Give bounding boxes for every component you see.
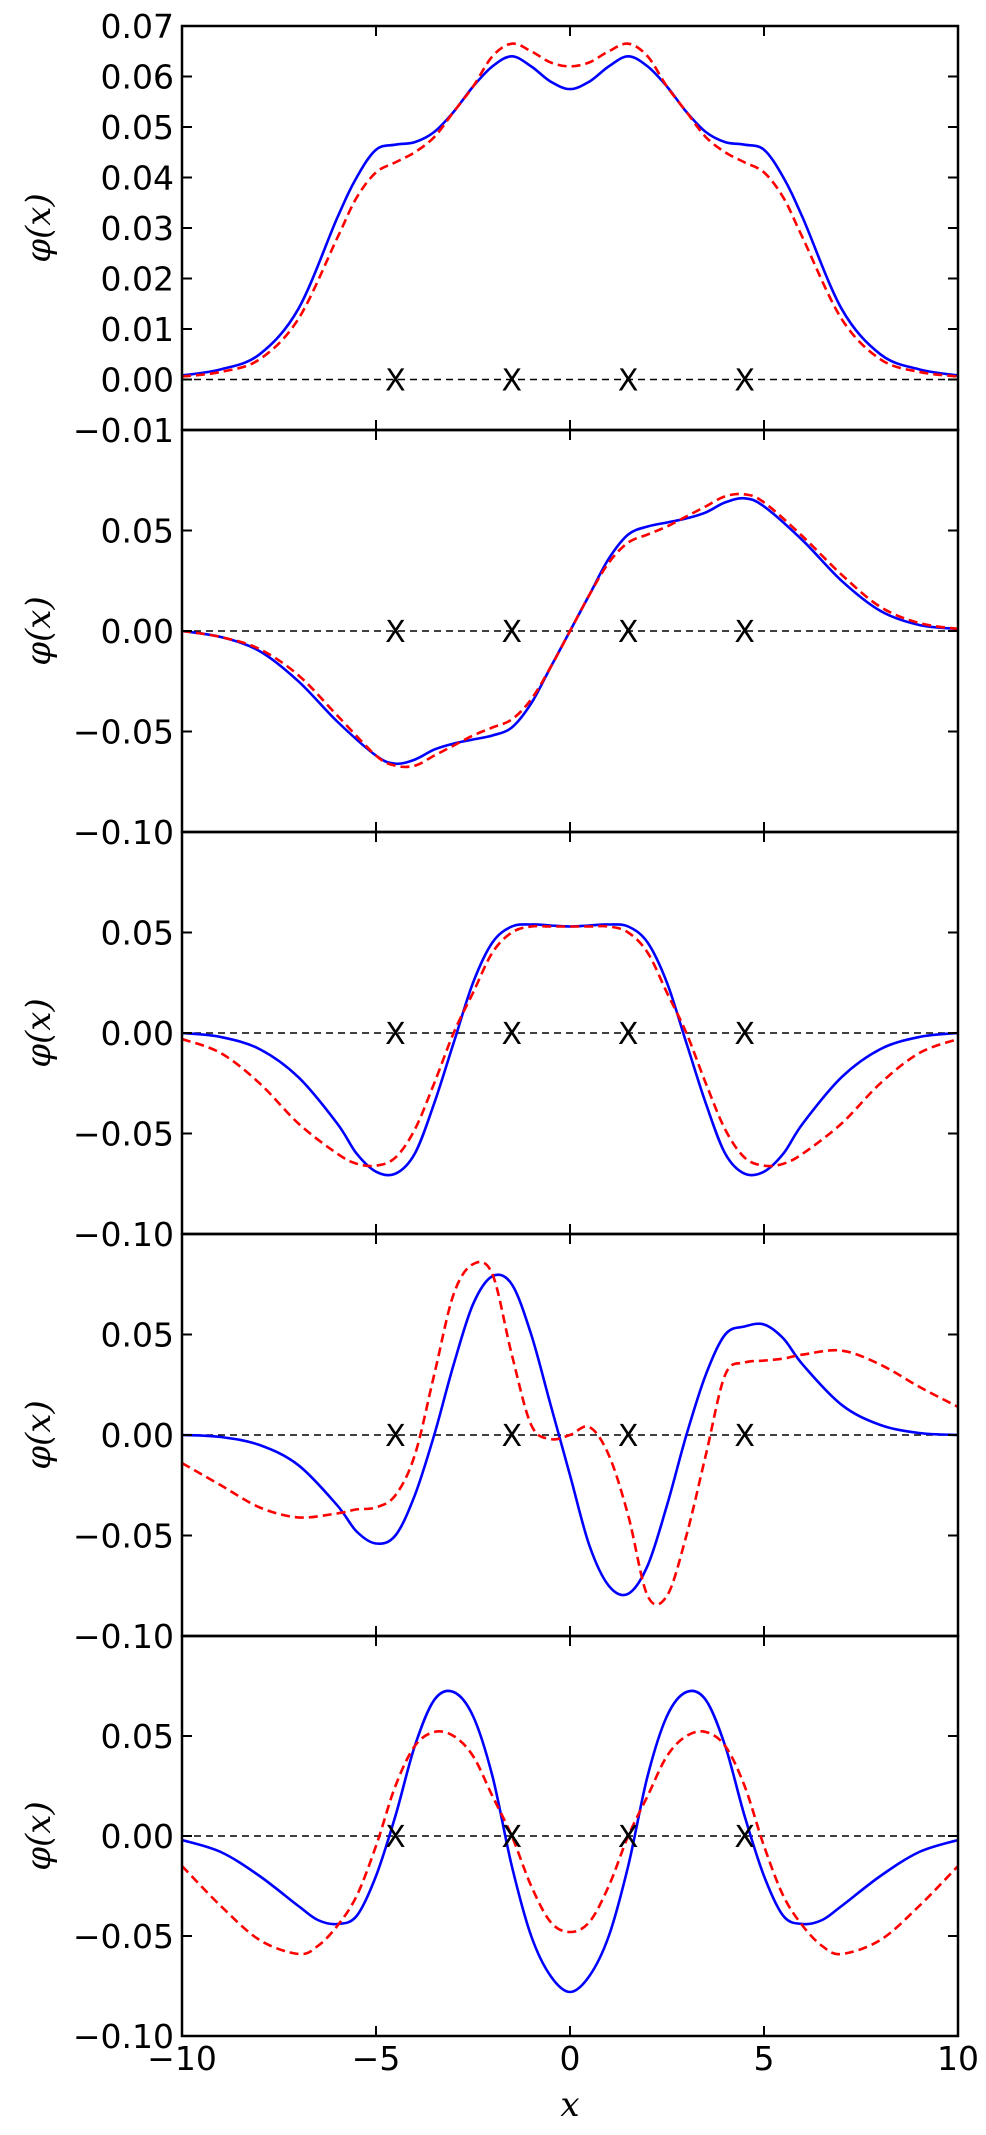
panel-3: X X X X 0.05 0.00 −0.05 −0.10 φ(x) <box>19 830 960 1254</box>
x-marker: X <box>734 364 755 399</box>
y-tick-label: 0.05 <box>101 914 174 953</box>
blue-solid-series <box>181 1689 959 1994</box>
y-tick-label: 0.05 <box>101 1717 174 1756</box>
blue-solid-series <box>181 1273 959 1597</box>
y-tick-label: −0.05 <box>73 713 174 752</box>
y-tick-label: −0.10 <box>73 813 174 852</box>
panel-frame <box>180 24 960 432</box>
x-marker: X <box>734 1419 755 1454</box>
y-tick-label: 0.03 <box>101 209 174 248</box>
y-tick-label: −0.10 <box>73 1215 174 1254</box>
y-tick-label: −0.10 <box>73 2017 174 2056</box>
y-tick-label: −0.05 <box>73 1517 174 1556</box>
x-marker: X <box>502 1419 523 1454</box>
x-marker: X <box>385 1017 406 1052</box>
panel-2: X X X X 0.05 0.00 −0.05 −0.10 φ(x) <box>19 428 960 852</box>
y-tick-label: 0.00 <box>101 1014 174 1053</box>
y-tick-label: 0.07 <box>101 7 174 46</box>
y-axis-label: φ(x) <box>19 596 59 666</box>
red-dashed-series <box>181 42 959 378</box>
x-marker: X <box>385 615 406 650</box>
y-tick-label: 0.00 <box>101 1416 174 1455</box>
red-dashed-series <box>181 492 959 769</box>
y-tick-label: 0.01 <box>101 310 174 349</box>
red-dashed-series <box>181 924 959 1168</box>
x-marker: X <box>734 1017 755 1052</box>
x-tick-label: −5 <box>352 2039 401 2078</box>
blue-solid-series <box>181 923 959 1177</box>
y-tick-label: −0.05 <box>73 1115 174 1154</box>
y-tick-label: 0.05 <box>101 512 174 551</box>
y-axis-label: φ(x) <box>19 998 59 1068</box>
y-tick-label: 0.05 <box>101 1316 174 1355</box>
x-marker: X <box>618 1017 639 1052</box>
y-axis-label: φ(x) <box>19 1801 59 1871</box>
red-dashed-series <box>181 1260 959 1606</box>
y-tick-label: 0.02 <box>101 260 174 299</box>
x-marker: X <box>385 1419 406 1454</box>
x-tick-label: 10 <box>937 2039 979 2078</box>
y-tick-label: 0.06 <box>101 58 174 97</box>
panel-5: X X X X 0.05 0.00 −0.05 −0.10 φ(x) −10 −5 0 5 10 x <box>19 1634 979 2125</box>
y-tick-label: 0.00 <box>101 361 174 400</box>
y-tick-label: 0.00 <box>101 612 174 651</box>
x-marker: X <box>734 1820 755 1855</box>
panel-1: X X X X 0.07 0.06 0.05 0.04 0.03 0.02 0.01 0.00 −0.0… <box>19 7 960 450</box>
x-marker: X <box>502 364 523 399</box>
x-marker: X <box>618 1820 639 1855</box>
x-marker: X <box>385 364 406 399</box>
x-marker: X <box>385 1820 406 1855</box>
x-tick-label: 5 <box>754 2039 775 2078</box>
y-tick-label: −0.10 <box>73 1617 174 1656</box>
x-tick-label: 0 <box>560 2039 581 2078</box>
y-tick-label: 0.05 <box>101 108 174 147</box>
x-marker: X <box>502 615 523 650</box>
x-marker: X <box>734 615 755 650</box>
x-marker: X <box>618 364 639 399</box>
panel-4: X X X X 0.05 0.00 −0.05 −0.10 φ(x) <box>19 1232 960 1656</box>
y-tick-label: 0.00 <box>101 1817 174 1856</box>
x-marker: X <box>618 1419 639 1454</box>
x-marker: X <box>618 615 639 650</box>
x-tick-label: −10 <box>147 2039 217 2078</box>
blue-solid-series <box>181 55 959 377</box>
y-axis-label: φ(x) <box>19 193 59 263</box>
y-axis-label: φ(x) <box>19 1400 59 1470</box>
y-tick-label: 0.04 <box>101 159 174 198</box>
y-tick-label: −0.01 <box>73 411 174 450</box>
red-dashed-series <box>181 1730 959 1956</box>
y-tick-label: −0.05 <box>73 1917 174 1956</box>
x-marker: X <box>502 1017 523 1052</box>
x-axis-label: x <box>560 2085 579 2125</box>
x-marker: X <box>502 1820 523 1855</box>
